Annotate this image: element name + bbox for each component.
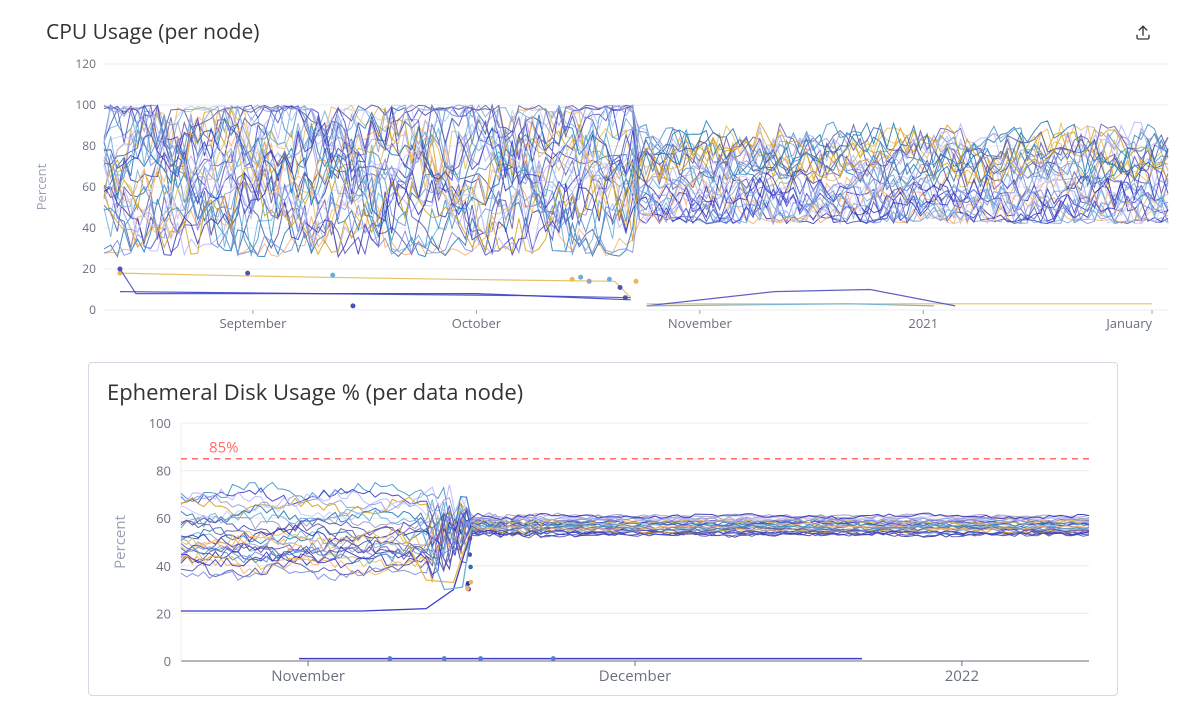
svg-text:60: 60	[156, 509, 171, 527]
disk-chart[interactable]: 0 20 40 60 80 100 Percent November December 2022 8…	[107, 413, 1099, 691]
svg-text:Percent: Percent	[110, 515, 130, 569]
disk-chart-title: Ephemeral Disk Usage % (per data node)	[107, 377, 1099, 407]
svg-text:20: 20	[82, 260, 96, 277]
svg-text:40: 40	[156, 557, 171, 575]
svg-text:Percent: Percent	[32, 163, 50, 210]
svg-text:0: 0	[89, 301, 96, 318]
svg-text:100: 100	[75, 96, 96, 113]
svg-text:September: September	[219, 314, 287, 332]
svg-text:0: 0	[164, 652, 171, 670]
svg-text:100: 100	[149, 414, 171, 432]
svg-text:40: 40	[82, 219, 96, 236]
svg-text:November: November	[271, 666, 345, 686]
cpu-chart[interactable]: 0 20 40 60 80 100 120 Percent September October No…	[28, 50, 1176, 340]
cpu-chart-title: CPU Usage (per node)	[46, 18, 1156, 46]
svg-text:November: November	[668, 314, 733, 332]
svg-text:December: December	[599, 666, 672, 686]
svg-text:80: 80	[82, 137, 96, 154]
svg-text:120: 120	[75, 55, 96, 72]
disk-chart-panel: Ephemeral Disk Usage % (per data node) 0…	[88, 362, 1118, 696]
svg-text:October: October	[452, 314, 502, 332]
svg-text:2022: 2022	[945, 666, 979, 686]
svg-text:20: 20	[156, 604, 171, 622]
svg-text:80: 80	[156, 462, 171, 480]
svg-text:2021: 2021	[908, 314, 938, 332]
svg-text:January: January	[1104, 314, 1152, 332]
svg-text:85%: 85%	[209, 438, 239, 458]
export-icon[interactable]	[1134, 24, 1152, 42]
svg-text:60: 60	[82, 178, 96, 195]
